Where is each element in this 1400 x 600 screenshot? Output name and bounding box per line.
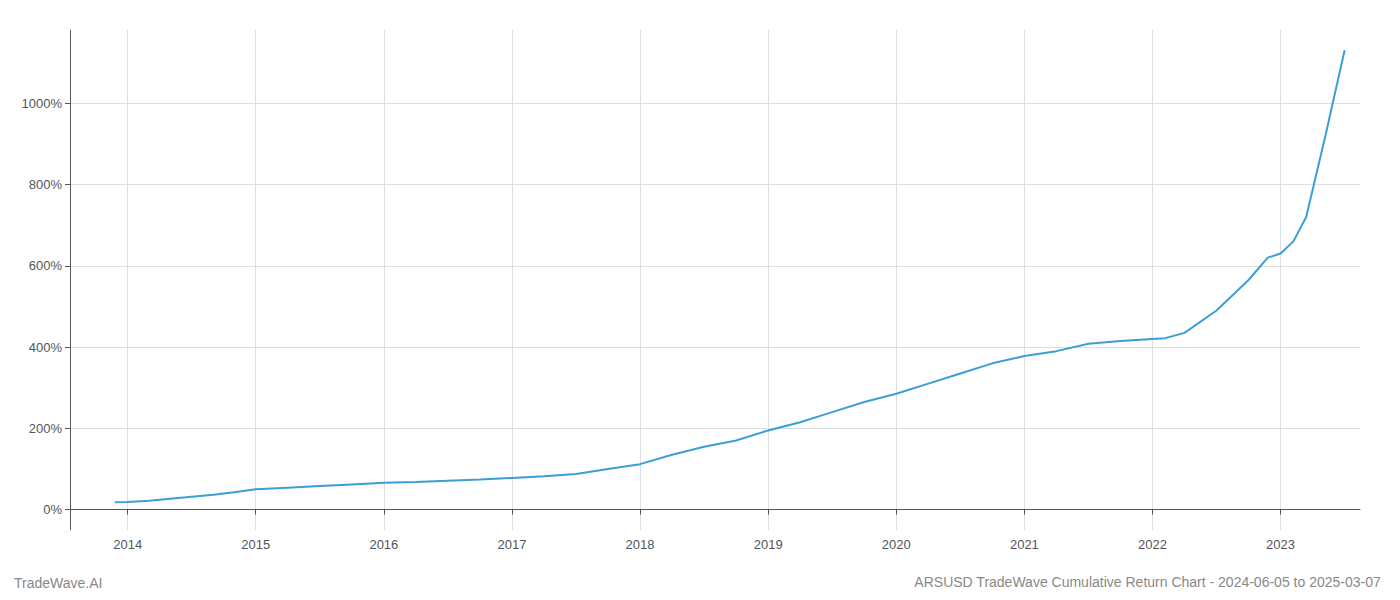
svg-text:2017: 2017 xyxy=(497,537,526,552)
svg-text:2015: 2015 xyxy=(241,537,270,552)
svg-text:800%: 800% xyxy=(29,177,63,192)
svg-text:1000%: 1000% xyxy=(22,96,63,111)
svg-text:2022: 2022 xyxy=(1138,537,1167,552)
svg-text:ARSUSD TradeWave Cumulative Re: ARSUSD TradeWave Cumulative Return Chart… xyxy=(914,574,1381,590)
svg-text:2023: 2023 xyxy=(1266,537,1295,552)
svg-text:2014: 2014 xyxy=(113,537,142,552)
svg-text:2016: 2016 xyxy=(369,537,398,552)
svg-text:2021: 2021 xyxy=(1010,537,1039,552)
svg-text:400%: 400% xyxy=(29,340,63,355)
svg-text:2020: 2020 xyxy=(882,537,911,552)
svg-text:2018: 2018 xyxy=(626,537,655,552)
svg-text:2019: 2019 xyxy=(754,537,783,552)
svg-text:0%: 0% xyxy=(43,502,62,517)
svg-text:TradeWave.AI: TradeWave.AI xyxy=(14,575,102,591)
svg-text:200%: 200% xyxy=(29,421,63,436)
svg-text:600%: 600% xyxy=(29,258,63,273)
